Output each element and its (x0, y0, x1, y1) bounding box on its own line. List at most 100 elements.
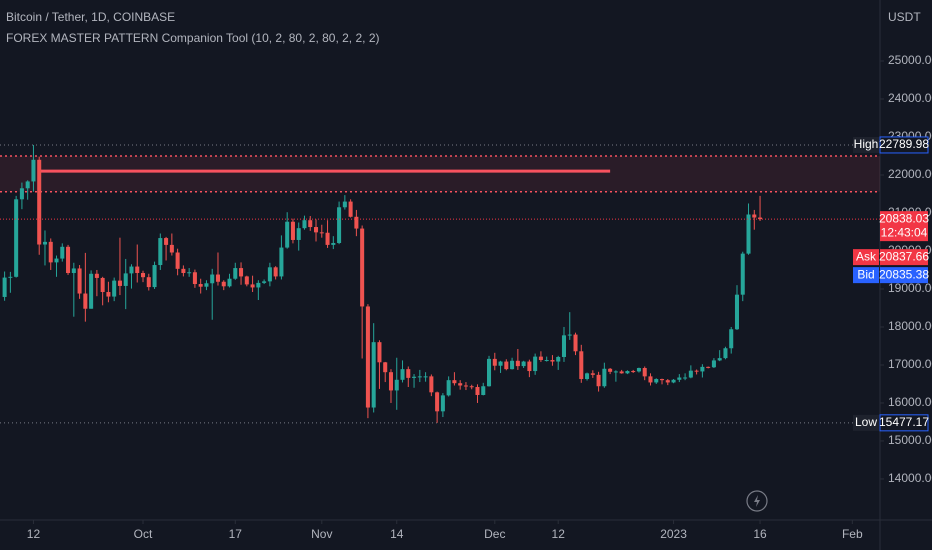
candle-body (435, 392, 440, 412)
x-tick-label: Dec (484, 527, 505, 541)
candle-body (313, 227, 319, 233)
candle-body (239, 268, 244, 277)
candle-body (446, 380, 451, 396)
candle-body (544, 360, 549, 362)
candle-body (215, 274, 220, 282)
low-box (853, 414, 879, 431)
candle-body (187, 272, 192, 274)
ask-value: 20837.66 (879, 249, 929, 263)
zone-fill (0, 155, 880, 192)
candle-body (758, 217, 763, 220)
candle-body (198, 284, 203, 287)
candle-body (8, 276, 13, 278)
candle-body (77, 268, 82, 294)
candle-body (752, 214, 757, 218)
candle-body (192, 272, 197, 285)
candle-body (285, 221, 290, 248)
candle-body (348, 201, 353, 217)
high-box (853, 136, 879, 153)
candle-body (706, 366, 711, 368)
candle-body (388, 372, 394, 391)
candle-body (463, 385, 468, 387)
candle-body (296, 228, 301, 240)
candle-body (129, 266, 134, 274)
candle-body (66, 246, 71, 274)
candle-body (406, 369, 411, 378)
ask-bg (880, 249, 928, 266)
candle-body (515, 360, 520, 367)
candle-body (37, 159, 42, 245)
candle-body (492, 358, 497, 366)
candle-body (221, 281, 226, 287)
candle-body (475, 387, 480, 395)
candle-body (412, 376, 417, 378)
plot (0, 144, 880, 424)
y-tick-label: 24000.00 (888, 91, 932, 105)
candle-body (175, 252, 180, 269)
x-tick-label: 12 (552, 527, 566, 541)
x-tick-label: 16 (753, 527, 767, 541)
candle-body (423, 376, 428, 378)
candle-body (19, 188, 24, 200)
candle-body (94, 273, 99, 278)
candle-body (106, 292, 111, 297)
candle-body (360, 228, 365, 307)
candle-body (342, 201, 347, 208)
candle-body (140, 273, 146, 278)
candle-body (631, 371, 636, 373)
y-tick-label: 15000.00 (888, 433, 932, 447)
candle-body (331, 242, 336, 245)
candle-body (54, 258, 59, 263)
candle-body (377, 342, 382, 363)
candle-body (71, 268, 76, 274)
candle-body (590, 373, 595, 375)
y-tick-label: 18000.00 (888, 319, 932, 333)
candle-body (100, 277, 105, 293)
candle-body (325, 232, 330, 245)
bid-bg (880, 267, 928, 284)
alert-icon[interactable] (746, 490, 768, 512)
candle-body (527, 361, 532, 372)
last-price-value: 20838.03 (879, 211, 929, 225)
high-value: 22789.98 (879, 137, 929, 151)
candle-body (734, 294, 740, 330)
candle-body (683, 377, 688, 379)
y-tick-label: 25000.00 (888, 53, 932, 67)
candle-body (42, 241, 47, 245)
chart-title: Bitcoin / Tether, 1D, COINBASE (6, 10, 175, 24)
candle-body (538, 356, 543, 361)
candle-body (521, 361, 526, 367)
candle-body (596, 374, 601, 387)
candle-body (550, 360, 555, 362)
candle-body (227, 278, 232, 287)
candle-body (579, 351, 584, 380)
candle-body (561, 335, 567, 357)
candle-body (567, 334, 572, 336)
bid-label: Bid (857, 267, 874, 281)
bid-value: 20835.38 (879, 267, 929, 281)
x-tick-label: 2023 (660, 527, 687, 541)
candle-body (533, 356, 538, 372)
candle-body (233, 268, 238, 279)
candle-body (117, 280, 122, 286)
x-tick-label: 12 (27, 527, 41, 541)
candle-body (498, 361, 503, 366)
candle-body (510, 360, 515, 370)
candle-body (267, 267, 272, 282)
candle-body (625, 371, 630, 374)
x-tick-label: 14 (390, 527, 404, 541)
high-bg (879, 136, 929, 154)
candle-body (60, 246, 65, 259)
candle-body (48, 241, 53, 263)
candle-body (648, 376, 653, 383)
x-tick-label: Nov (311, 527, 332, 541)
y-tick-label: 16000.00 (888, 395, 932, 409)
candle-body (654, 379, 659, 383)
bid-box (853, 267, 879, 284)
candle-body (440, 395, 445, 412)
candle-body (688, 370, 693, 378)
candle-body (383, 362, 388, 373)
candle-body (354, 216, 359, 229)
candle-body (665, 380, 670, 383)
candle-body (169, 244, 174, 253)
